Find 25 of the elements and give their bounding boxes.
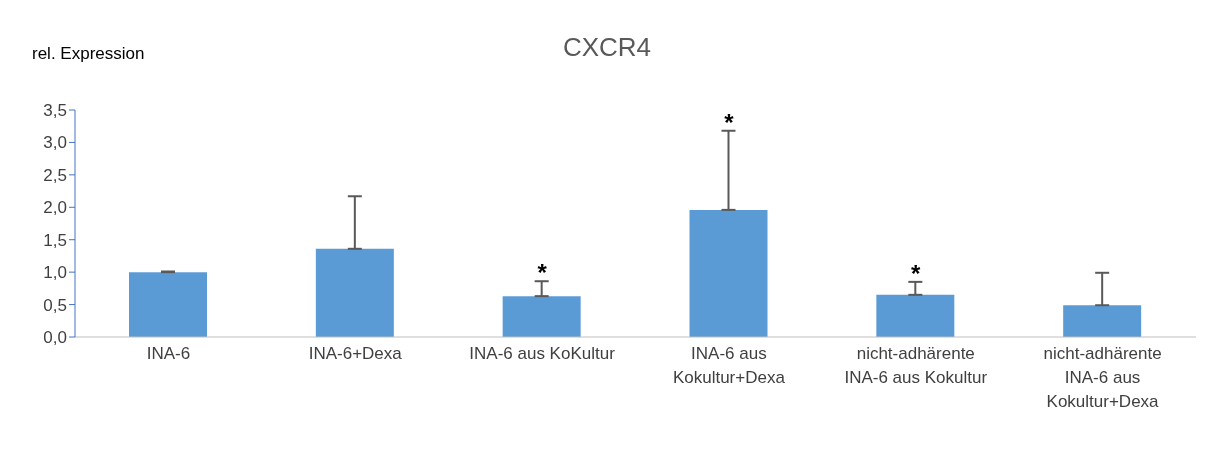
bar [315,248,394,337]
bar [502,296,581,337]
y-tick-label: 3,0 [43,133,67,153]
x-tick-label: INA-6 aus KoKultur [469,344,616,363]
x-tick-label: nicht-adhärente INA-6 aus Kokultur [844,344,988,387]
bar [876,294,955,337]
annotation: * [911,259,922,287]
y-tick-label: 3,5 [43,101,67,121]
bar [129,272,207,337]
y-tick-label: 0,0 [43,328,67,348]
chart-title: CXCR4 [562,32,652,62]
x-tick-label: INA-6 [146,344,191,363]
annotation: * [537,259,548,287]
bar [1063,305,1142,337]
annotation: * [724,108,735,136]
x-tick-label: INA-6+Dexa [308,344,403,363]
y-tick-label: 1,0 [43,263,67,283]
y-axis-title: rel. Expression [32,44,145,64]
x-tick-label: INA-6 aus Kokultur+Dexa [672,344,786,387]
y-tick-label: 1,5 [43,230,67,250]
x-tick-label: nicht-adhärente INA-6 aus Kokultur+Dexa [1043,344,1162,411]
bar [689,209,768,337]
y-tick-label: 2,0 [43,198,67,218]
y-tick-label: 0,5 [43,295,67,315]
y-tick-label: 2,5 [43,165,67,185]
